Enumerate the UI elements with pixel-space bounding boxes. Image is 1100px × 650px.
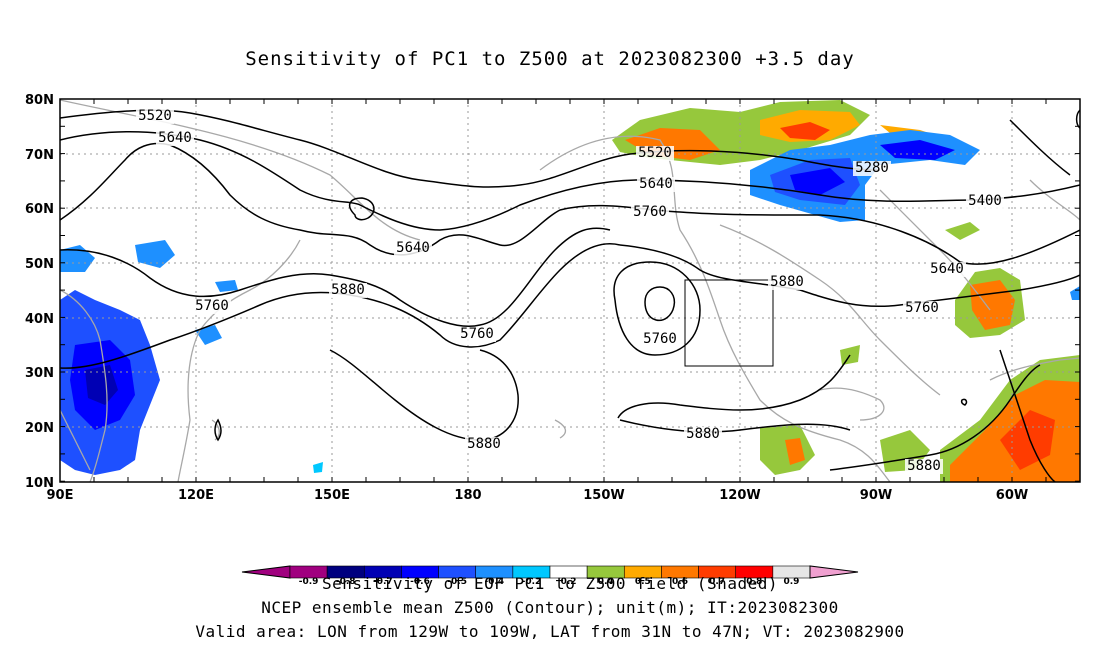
colorbar-tick: 0.4 <box>598 577 614 587</box>
contour-label: 5760 <box>460 326 494 342</box>
lon-label: 120W <box>719 488 760 503</box>
contour-label: 5640 <box>158 130 192 146</box>
colorbar-tick: 0.6 <box>672 577 688 587</box>
contour-label: 5880 <box>331 282 365 298</box>
colorbar-tick: -0.9 <box>299 577 319 587</box>
lat-label: 80N <box>25 93 54 108</box>
contour-label: 5400 <box>968 193 1002 209</box>
colorbar: -0.9 -0.8 -0.7 -0.6 -0.5 -0.4 -0.2 0.2 0.4 0.5 0.6… <box>241 565 859 587</box>
valid-area-box <box>684 279 774 367</box>
colorbar-tick: -0.5 <box>447 577 467 587</box>
contour-label: 5520 <box>638 145 672 161</box>
contour-label: 5880 <box>467 436 501 452</box>
contour-label: 5760 <box>633 204 667 220</box>
colorbar-tick: -0.6 <box>410 577 430 587</box>
colorbar-tick: 0.5 <box>635 577 651 587</box>
colorbar-tick: 0.2 <box>561 577 577 587</box>
contour-label: 5760 <box>905 300 939 316</box>
colorbar-tick: -0.7 <box>373 577 393 587</box>
contour-label: 5640 <box>639 176 673 192</box>
lon-label: 120E <box>178 488 214 503</box>
colorbar-label: Sensitivity of EOF PC1 to Z500 field (Sh… <box>322 574 778 593</box>
map-plot-area: 5520 5640 5520 5280 5640 5760 5400 5640 5640 5880… <box>60 99 1080 482</box>
lat-label: 20N <box>25 421 54 436</box>
colorbar-tick: 0.9 <box>783 577 799 587</box>
contour-label: 5640 <box>396 240 430 256</box>
lat-label: 60N <box>25 202 54 217</box>
lon-label: 180 <box>454 488 481 503</box>
colorbar-tick: -0.4 <box>484 577 504 587</box>
lat-label: 30N <box>25 366 54 381</box>
lat-axis-labels: 80N 70N 60N 50N 40N 30N 20N 10N <box>25 93 54 491</box>
contour-label: 5640 <box>930 261 964 277</box>
shaded-field <box>60 100 1080 482</box>
contour-label: 5880 <box>770 274 804 290</box>
contour-label: 5880 <box>907 458 941 474</box>
lon-label: 60W <box>996 488 1028 503</box>
lat-label: 50N <box>25 257 54 272</box>
lon-axis-labels: 90E 120E 150E 180 150W 120W 90W 60W <box>47 488 1029 503</box>
colorbar-tick: -0.2 <box>522 577 542 587</box>
colorbar-tick: 0.8 <box>746 577 762 587</box>
lon-label: 90E <box>47 488 74 503</box>
contour-label: 5880 <box>686 426 720 442</box>
footer-line-1: NCEP ensemble mean Z500 (Contour); unit(… <box>261 598 839 617</box>
contour-labels: 5520 5640 5520 5280 5640 5760 5400 5640 5640 5880… <box>136 108 1004 474</box>
chart-title: Sensitivity of PC1 to Z500 at 2023082300… <box>245 48 855 70</box>
contour-label: 5760 <box>643 331 677 347</box>
contour-label: 5280 <box>855 160 889 176</box>
colorbar-tick: -0.8 <box>336 577 356 587</box>
contour-label: 5520 <box>138 108 172 124</box>
lat-label: 10N <box>25 476 54 491</box>
contour-label: 5760 <box>195 298 229 314</box>
lat-label: 70N <box>25 148 54 163</box>
colorbar-right-arrow <box>809 565 859 579</box>
lon-label: 90W <box>860 488 892 503</box>
z500-contours <box>60 109 1080 482</box>
lon-label: 150W <box>583 488 624 503</box>
colorbar-tick: 0.7 <box>709 577 725 587</box>
lon-label: 150E <box>314 488 350 503</box>
lat-label: 40N <box>25 312 54 327</box>
footer-line-2: Valid area: LON from 129W to 109W, LAT f… <box>195 622 905 641</box>
